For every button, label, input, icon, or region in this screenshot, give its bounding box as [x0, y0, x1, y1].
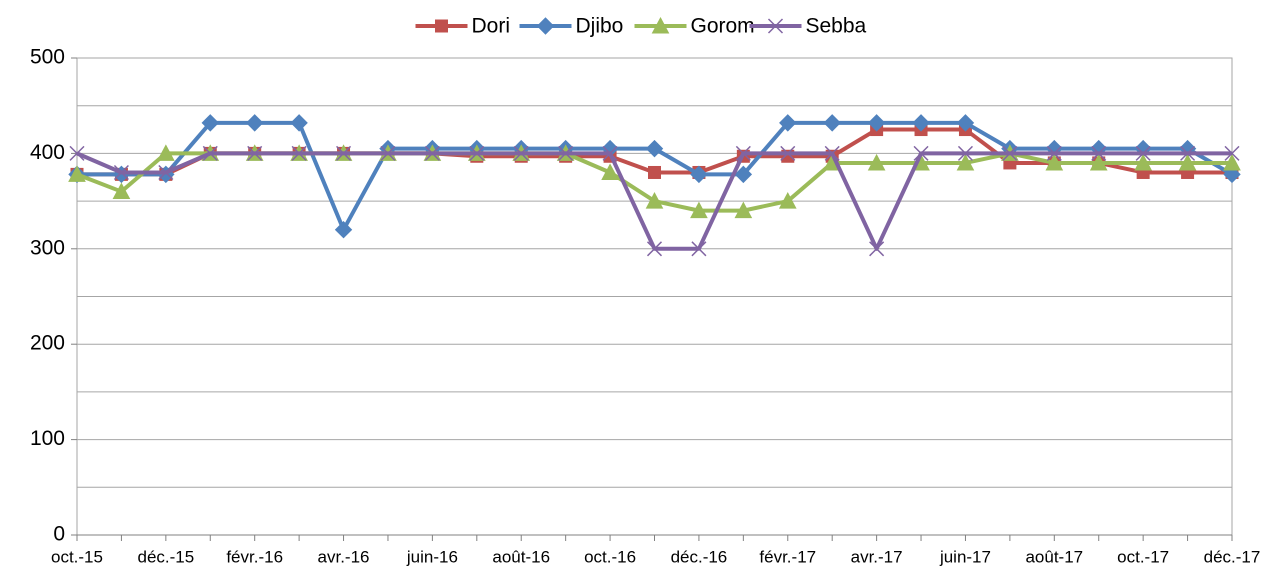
x-tick-label: août-17: [1025, 547, 1083, 566]
marker: [823, 114, 841, 132]
marker: [1089, 153, 1108, 171]
y-tick-label: 200: [30, 332, 65, 355]
marker: [69, 145, 85, 161]
legend-label: Gorom: [691, 15, 755, 38]
marker: [867, 153, 886, 171]
x-tick-label: avr.-16: [318, 547, 370, 566]
marker: [1180, 145, 1196, 161]
marker: [734, 165, 753, 184]
marker: [957, 145, 973, 161]
x-tick-label: févr.-16: [226, 547, 283, 566]
x-tick-label: oct.-17: [1117, 547, 1169, 566]
y-tick-label: 0: [53, 523, 65, 546]
marker: [734, 201, 753, 219]
marker: [158, 164, 174, 181]
marker: [645, 139, 664, 158]
marker: [1223, 153, 1241, 171]
marker: [380, 145, 396, 161]
marker: [912, 114, 930, 132]
marker: [1045, 153, 1064, 171]
legend-label: Djibo: [576, 15, 624, 38]
marker: [336, 145, 352, 161]
legend-item: Gorom: [634, 15, 755, 38]
marker: [245, 114, 264, 132]
y-tick-label: 100: [30, 427, 65, 450]
marker: [691, 241, 707, 257]
marker: [778, 192, 797, 209]
x-tick-label: déc.-16: [671, 547, 728, 566]
x-tick-label: déc.-17: [1204, 547, 1261, 566]
marker: [1002, 145, 1018, 161]
x-tick-label: oct.-15: [51, 547, 103, 566]
marker: [1134, 153, 1152, 171]
marker: [469, 145, 485, 161]
series: [69, 145, 1240, 257]
y-tick-label: 500: [30, 46, 65, 69]
legend-item: Dori: [415, 15, 511, 38]
marker: [690, 165, 708, 184]
marker: [290, 114, 308, 132]
marker: [247, 145, 263, 161]
marker: [157, 144, 175, 161]
marker: [112, 182, 131, 200]
marker: [601, 163, 619, 180]
marker: [645, 192, 664, 209]
marker: [690, 201, 708, 219]
marker: [113, 164, 129, 181]
marker: [1091, 145, 1107, 161]
marker: [824, 145, 840, 161]
x-tick-label: juin-17: [939, 547, 991, 566]
y-tick-label: 400: [30, 141, 65, 164]
x-tick-label: avr.-17: [851, 547, 903, 566]
marker: [1046, 145, 1062, 161]
marker: [646, 241, 663, 257]
marker: [291, 145, 307, 161]
marker: [513, 145, 529, 161]
marker: [869, 241, 885, 257]
marker: [334, 221, 353, 239]
marker: [648, 165, 661, 179]
marker: [779, 114, 797, 132]
legend-label: Dori: [472, 15, 511, 38]
marker: [201, 114, 219, 132]
y-tick-label: 300: [30, 236, 65, 259]
marker: [651, 16, 670, 34]
marker: [767, 18, 784, 34]
marker: [913, 145, 929, 161]
marker: [956, 153, 975, 171]
x-tick-label: févr.-17: [759, 547, 816, 566]
marker: [780, 145, 796, 161]
marker: [435, 19, 448, 33]
x-tick-label: déc.-15: [137, 547, 194, 566]
marker: [735, 145, 751, 161]
marker: [558, 145, 574, 161]
x-tick-label: oct.-16: [584, 547, 636, 566]
marker: [202, 145, 218, 161]
marker: [68, 165, 86, 182]
marker: [1224, 145, 1240, 161]
x-tick-label: août-16: [492, 547, 550, 566]
marker: [536, 17, 555, 35]
marker: [956, 114, 975, 132]
legend-item: Djibo: [519, 15, 624, 38]
marker: [1178, 153, 1197, 171]
marker: [602, 145, 618, 161]
marker: [424, 145, 440, 161]
x-tick-label: juin-16: [406, 547, 458, 566]
marker: [1135, 145, 1151, 161]
legend-item: Sebba: [749, 15, 867, 38]
legend-label: Sebba: [806, 15, 867, 38]
marker: [867, 114, 886, 132]
